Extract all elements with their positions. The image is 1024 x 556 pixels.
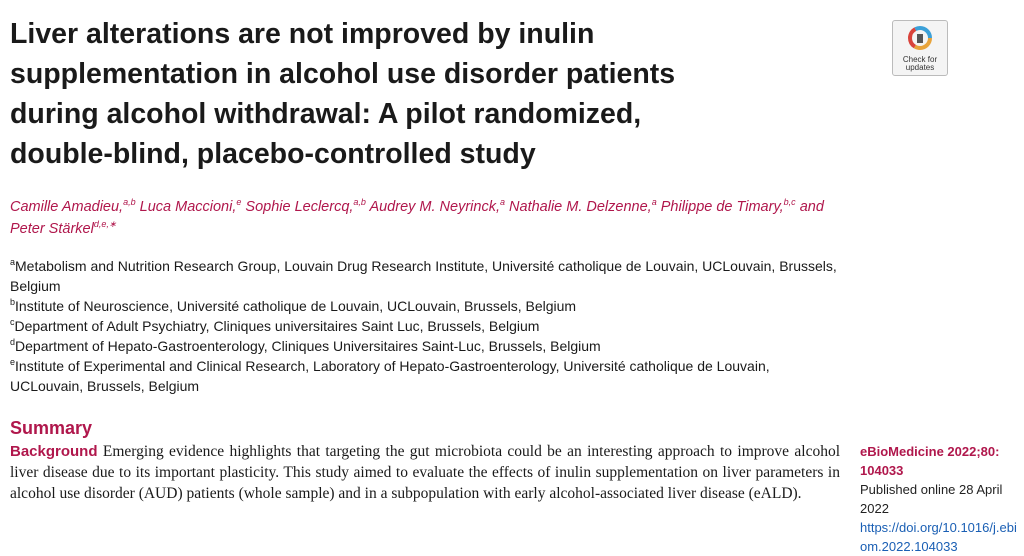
badge-icon <box>908 26 932 50</box>
affiliation: cDepartment of Adult Psychiatry, Cliniqu… <box>10 316 840 336</box>
authors: Camille Amadieu,a,b Luca Maccioni,e Soph… <box>10 196 840 240</box>
author-name: Luca Maccioni, <box>139 199 237 215</box>
author-sup: a <box>651 197 657 207</box>
title-line: double-blind, placebo-controlled study <box>10 138 536 170</box>
journal-ref: eBioMedicine 2022;80: 104033 <box>860 444 1000 478</box>
affiliation: aMetabolism and Nutrition Research Group… <box>10 256 840 296</box>
author-name: Philippe de Timary, <box>660 199 784 215</box>
affiliation-sup: a <box>10 257 16 267</box>
title-line: during alcohol withdrawal: A pilot rando… <box>10 98 642 130</box>
badge-text: Check for updates <box>902 55 938 72</box>
affiliation: bInstitute of Neuroscience, Université c… <box>10 296 840 316</box>
author-sup: d,e,∗ <box>93 219 117 229</box>
author-sup: a,b <box>353 197 366 207</box>
affiliation-sup: c <box>10 317 15 327</box>
affiliation-text: Institute of Experimental and Clinical R… <box>10 358 770 394</box>
author: Camille Amadieu,a,b <box>10 197 136 216</box>
affiliation-sup: e <box>10 357 16 367</box>
background-paragraph: Background Emerging evidence highlights … <box>10 441 840 504</box>
affiliation-sup: b <box>10 297 16 307</box>
affiliation: eInstitute of Experimental and Clinical … <box>10 356 840 396</box>
affiliation: dDepartment of Hepato-Gastroenterology, … <box>10 336 840 356</box>
author-name: Nathalie M. Delzenne, <box>509 199 652 215</box>
author-name: Peter Stärkel <box>10 221 94 237</box>
affiliation-text: Department of Adult Psychiatry, Clinique… <box>14 318 540 334</box>
check-updates-badge[interactable]: Check for updates <box>892 20 948 76</box>
author-sup: a <box>499 197 505 207</box>
author: and <box>800 199 824 215</box>
author-sup: a,b <box>123 197 136 207</box>
author: Luca Maccioni,e <box>139 197 242 216</box>
affiliations: aMetabolism and Nutrition Research Group… <box>10 256 840 396</box>
sidebar: eBioMedicine 2022;80: 104033 Published o… <box>860 442 1018 556</box>
author: Nathalie M. Delzenne,a <box>509 197 657 216</box>
author: Peter Stärkeld,e,∗ <box>10 219 117 238</box>
affiliation-sup: d <box>10 337 16 347</box>
author-name: Camille Amadieu, <box>10 199 124 215</box>
published-date: Published online 28 April 2022 <box>860 482 1003 516</box>
author-sup: b,c <box>783 197 796 207</box>
author-sup: e <box>236 197 242 207</box>
background-text: Emerging evidence highlights that target… <box>10 443 841 502</box>
author-name: Sophie Leclercq, <box>245 199 354 215</box>
affiliation-text: Institute of Neuroscience, Université ca… <box>15 298 577 314</box>
author: Philippe de Timary,b,c <box>660 197 796 216</box>
title: Liver alterations are not improved by in… <box>10 14 675 174</box>
background-label: Background <box>10 443 98 460</box>
affiliation-text: Department of Hepato-Gastroenterology, C… <box>15 338 601 354</box>
doi-link[interactable]: https://doi.org/10.1016/j.ebiom.2022.104… <box>860 520 1017 554</box>
author: Audrey M. Neyrinck,a <box>369 197 505 216</box>
author-name: Audrey M. Neyrinck, <box>369 199 500 215</box>
title-line: supplementation in alcohol use disorder … <box>10 58 676 90</box>
author: Sophie Leclercq,a,b <box>245 197 366 216</box>
author-name: and <box>799 199 824 215</box>
affiliation-text: Metabolism and Nutrition Research Group,… <box>10 258 837 294</box>
title-line: Liver alterations are not improved by in… <box>10 18 595 50</box>
summary-heading: Summary <box>10 418 93 438</box>
